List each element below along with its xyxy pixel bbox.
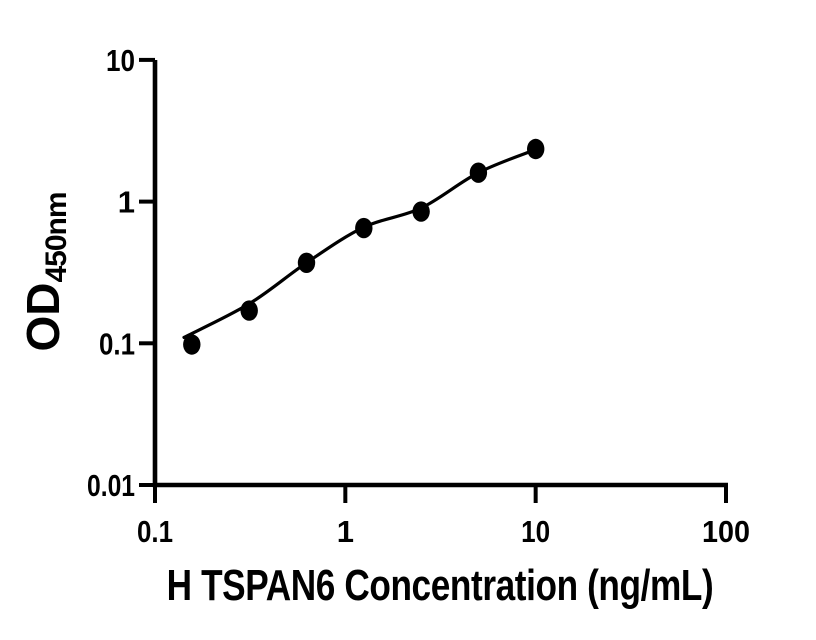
x-tick-label-0.1: 0.1 [137, 514, 173, 549]
data-point-5 [469, 162, 488, 183]
x-tick-label-10: 10 [521, 514, 550, 549]
y-tick-label-0.01: 0.01 [87, 468, 135, 503]
data-point-0.156 [183, 334, 201, 355]
y-tick-label-10: 10 [106, 43, 135, 78]
axes [139, 57, 728, 503]
data-point-2.5 [412, 201, 430, 222]
axis-frame [152, 60, 728, 488]
data-point-0.625 [297, 252, 316, 273]
data-point-1.25 [355, 217, 373, 239]
data-point-0.3125 [240, 300, 258, 321]
data-point-10 [527, 138, 545, 160]
data-points-group [183, 138, 545, 355]
y-axis-title-main: OD [17, 282, 69, 352]
x-tick-label-100: 100 [702, 514, 750, 549]
x-tick-label-1: 1 [337, 514, 354, 549]
y-tick-label-1: 1 [118, 185, 135, 220]
y-tick-label-0.1: 0.1 [99, 326, 135, 361]
y-axis-title-subscript: 450nm [40, 192, 73, 283]
y-axis-title: OD450nm [17, 192, 73, 352]
x-axis-title: H TSPAN6 Concentration (ng/mL) [166, 561, 714, 610]
